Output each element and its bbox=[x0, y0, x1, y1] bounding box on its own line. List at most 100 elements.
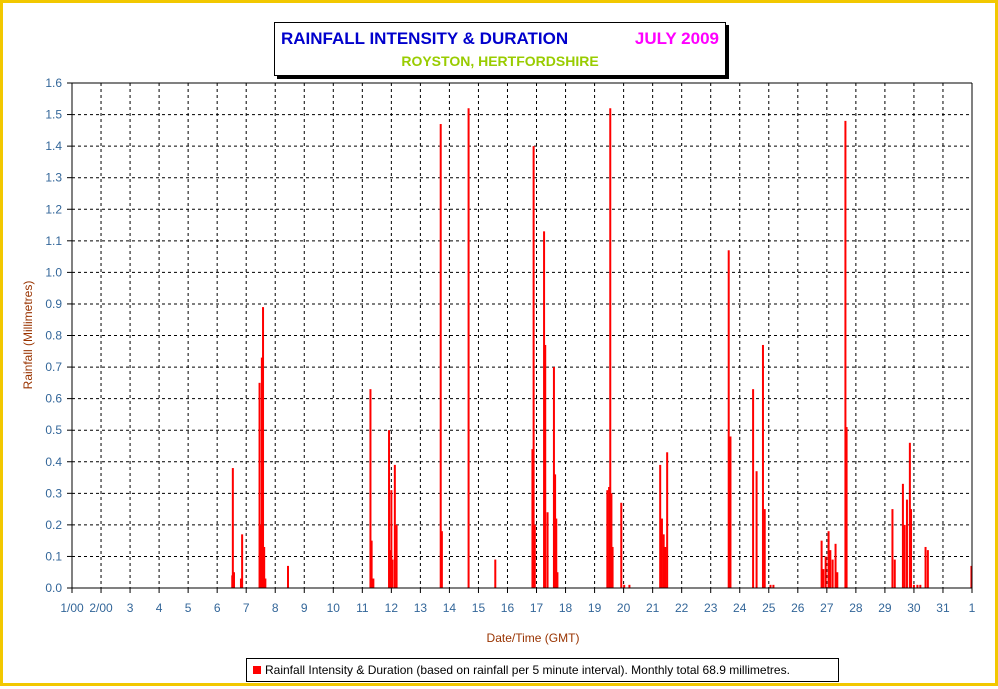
rain-bar bbox=[893, 559, 896, 588]
x-tick-label: 1/00 bbox=[60, 601, 84, 615]
y-tick-label: 1.6 bbox=[45, 76, 62, 90]
chart-title: RAINFALL INTENSITY & DURATION bbox=[281, 29, 569, 48]
rain-bar bbox=[233, 572, 235, 588]
rain-bar bbox=[901, 483, 904, 588]
rain-bar bbox=[389, 550, 392, 588]
rain-bar bbox=[260, 357, 263, 588]
y-tick-label: 0.1 bbox=[45, 549, 62, 563]
rain-bar bbox=[494, 559, 497, 588]
rain-bar bbox=[831, 559, 834, 588]
rain-bar bbox=[533, 524, 536, 588]
rain-bar bbox=[755, 471, 758, 588]
rain-bar bbox=[628, 584, 631, 588]
rain-bar bbox=[372, 578, 375, 588]
rain-bar bbox=[552, 367, 555, 588]
x-tick-label: 20 bbox=[617, 601, 631, 615]
rain-bar bbox=[761, 344, 764, 588]
rain-bar bbox=[827, 531, 830, 588]
title-box: RAINFALL INTENSITY & DURATION JULY 2009 … bbox=[274, 22, 726, 76]
x-tick-label: 25 bbox=[762, 601, 776, 615]
rain-bar bbox=[660, 518, 663, 588]
rain-bar bbox=[659, 464, 662, 588]
x-tick-label: 3 bbox=[127, 601, 134, 615]
y-tick-label: 1.5 bbox=[45, 108, 62, 122]
rain-bar bbox=[829, 550, 832, 588]
x-tick-label: 28 bbox=[849, 601, 863, 615]
rain-bar bbox=[543, 231, 546, 588]
rain-bar bbox=[610, 493, 613, 588]
x-tick-label: 9 bbox=[301, 601, 308, 615]
rain-bar bbox=[546, 512, 549, 588]
x-tick-label: 15 bbox=[472, 601, 486, 615]
y-tick-label: 1.4 bbox=[45, 139, 62, 153]
y-tick-label: 1.3 bbox=[45, 171, 62, 185]
rain-bar bbox=[910, 509, 913, 588]
x-tick-label: 27 bbox=[820, 601, 834, 615]
rain-bar bbox=[903, 524, 906, 588]
y-tick-label: 0.6 bbox=[45, 392, 62, 406]
rain-bar bbox=[905, 499, 908, 588]
rain-bar bbox=[259, 524, 262, 588]
x-tick-label: 22 bbox=[675, 601, 689, 615]
grid bbox=[72, 82, 972, 588]
rain-bar bbox=[239, 578, 242, 588]
x-tick-label: 6 bbox=[214, 601, 221, 615]
rain-bar bbox=[623, 584, 626, 588]
rain-bar bbox=[926, 550, 929, 588]
rain-bar bbox=[752, 389, 755, 588]
x-tick-label: 7 bbox=[243, 601, 250, 615]
x-tick-label: 12 bbox=[385, 601, 399, 615]
rain-bar bbox=[666, 452, 669, 588]
y-tick-label: 1.0 bbox=[45, 265, 62, 279]
rain-bar bbox=[763, 509, 766, 588]
legend-swatch bbox=[253, 666, 261, 674]
rain-bar bbox=[844, 120, 847, 588]
rain-bar bbox=[532, 146, 535, 588]
rain-bar bbox=[370, 540, 373, 588]
rain-bar bbox=[287, 565, 289, 588]
rain-bar bbox=[556, 572, 559, 588]
rain-bar bbox=[845, 427, 848, 588]
rain-bar bbox=[395, 524, 398, 588]
rain-bar bbox=[908, 442, 911, 588]
x-tick-label: 11 bbox=[356, 601, 369, 615]
y-tick-label: 1.2 bbox=[45, 202, 62, 216]
x-tick-label: 5 bbox=[185, 601, 192, 615]
rain-bar bbox=[608, 487, 611, 588]
rain-bar bbox=[391, 559, 394, 588]
rain-bar bbox=[531, 449, 534, 588]
y-tick-label: 0.5 bbox=[45, 423, 62, 437]
x-tick-label: 14 bbox=[443, 601, 457, 615]
rain-bar bbox=[264, 578, 267, 588]
x-tick-label: 29 bbox=[878, 601, 892, 615]
x-tick-label: 18 bbox=[559, 601, 573, 615]
y-tick-labels: 0.0 0.1 0.2 0.3 0.4 0.5 0.6 0.7 0.8 0.9 1.0 1.1 1.2 1… bbox=[45, 76, 62, 595]
rain-bar bbox=[916, 584, 919, 588]
rain-bar bbox=[231, 468, 234, 588]
rain-bar bbox=[772, 584, 775, 588]
x-tick-label: 4 bbox=[156, 601, 163, 615]
x-tick-label: 24 bbox=[733, 601, 747, 615]
rain-bar bbox=[727, 250, 730, 588]
y-tick-label: 0.8 bbox=[45, 329, 62, 343]
x-tick-label: 1 bbox=[969, 601, 976, 615]
rain-bar bbox=[439, 124, 442, 588]
rain-bar bbox=[620, 502, 623, 588]
rain-bar bbox=[393, 464, 396, 588]
rain-bar bbox=[924, 546, 927, 588]
legend-label: Rainfall Intensity & Duration (based on … bbox=[265, 663, 790, 677]
rain-bar bbox=[544, 344, 547, 588]
rain-bar bbox=[769, 584, 772, 588]
x-tick-label: 30 bbox=[907, 601, 921, 615]
x-tick-label: 2/00 bbox=[89, 601, 113, 615]
y-tick-label: 0.7 bbox=[45, 360, 62, 374]
x-tick-label: 21 bbox=[646, 601, 660, 615]
rain-bar bbox=[609, 108, 612, 588]
x-tick-label: 23 bbox=[704, 601, 718, 615]
x-tick-label: 26 bbox=[791, 601, 805, 615]
y-tick-label: 0.3 bbox=[45, 486, 62, 500]
rainfall-bars bbox=[231, 108, 973, 588]
y-tick-label: 0.4 bbox=[45, 455, 62, 469]
rain-bar bbox=[970, 565, 973, 588]
rain-bar bbox=[664, 546, 667, 588]
